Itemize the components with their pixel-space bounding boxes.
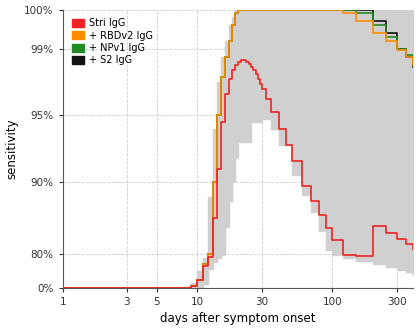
Legend: Stri IgG, + RBDv2 IgG, + NPv1 IgG, + S2 IgG: Stri IgG, + RBDv2 IgG, + NPv1 IgG, + S2 … xyxy=(71,17,153,67)
X-axis label: days after symptom onset: days after symptom onset xyxy=(160,312,316,325)
Y-axis label: sensitivity: sensitivity xyxy=(5,118,18,179)
